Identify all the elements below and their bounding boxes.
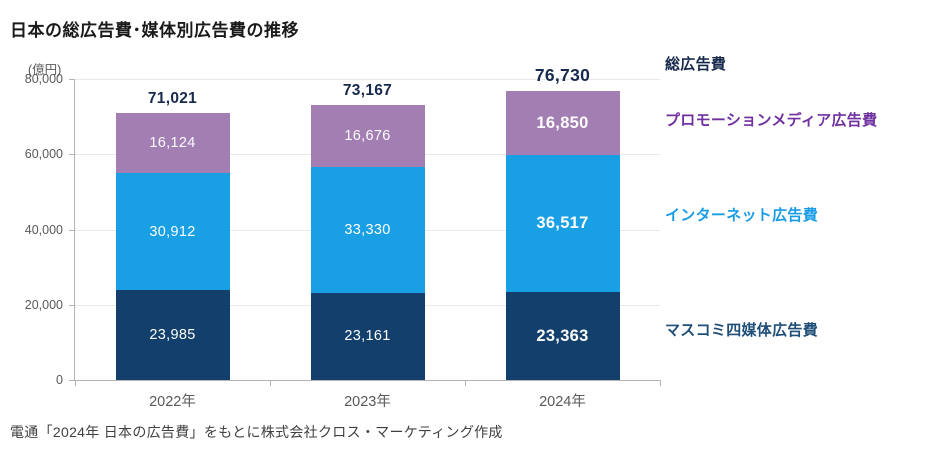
segment-value-label: 33,330 — [344, 222, 391, 239]
segment-value-label: 16,676 — [344, 128, 391, 145]
gridline — [75, 79, 660, 80]
segment-value-label: 30,912 — [149, 223, 196, 240]
x-axis-label: 2022年 — [149, 394, 196, 410]
y-axis-tick — [69, 304, 74, 306]
y-axis-tick — [69, 154, 74, 156]
chart-title: 日本の総広告費･媒体別広告費の推移 — [10, 21, 299, 40]
y-axis-tick-label: 60,000 — [24, 147, 63, 162]
legend-item-promotion-media: プロモーションメディア広告費 — [665, 112, 878, 129]
y-axis-tick-label: 0 — [56, 373, 63, 387]
bar-segment: 23,985 — [115, 289, 230, 380]
bar-segment: 33,330 — [310, 167, 425, 293]
segment-value-label: 16,850 — [536, 113, 589, 132]
y-axis-unit-label: (億円) — [28, 63, 62, 77]
plot-area: 0 20,000 40,000 60,000 80,000 23,985 30,912 16,… — [25, 65, 661, 410]
total-value-label: 76,730 — [534, 65, 591, 86]
y-axis-tick-label: 80,000 — [24, 72, 63, 86]
y-axis-tick — [69, 380, 74, 381]
x-axis-tick — [660, 380, 661, 386]
x-axis-tick — [270, 380, 271, 386]
legend-item-mass-media: マスコミ四媒体広告費 — [665, 322, 819, 339]
bar-segment: 30,912 — [115, 173, 230, 290]
bar-segment: 36,517 — [505, 154, 620, 293]
segment-value-label: 36,517 — [536, 213, 589, 232]
total-value-label: 71,021 — [147, 89, 198, 107]
source-attribution: 電通「2024年 日本の広告費」をもとに株式会社クロス・マーケティング作成 — [10, 424, 503, 440]
segment-value-label: 16,124 — [149, 135, 196, 152]
bar-segment: 16,124 — [115, 112, 230, 174]
segment-value-label: 23,161 — [344, 328, 391, 345]
bar-segment: 16,676 — [310, 104, 425, 168]
legend: 総広告費 プロモーションメディア広告費 インターネット広告費 マスコミ四媒体広告… — [665, 0, 930, 460]
legend-item-total-ad-spend: 総広告費 — [665, 56, 727, 73]
y-axis-tick — [69, 229, 74, 231]
segment-value-label: 23,985 — [149, 326, 196, 343]
bar-segment: 23,363 — [505, 292, 620, 380]
legend-item-internet: インターネット広告費 — [665, 207, 819, 224]
bar-segment: 23,161 — [310, 292, 425, 380]
segment-value-label: 23,363 — [536, 326, 589, 345]
x-axis-label: 2023年 — [344, 394, 391, 410]
y-axis-line — [74, 79, 75, 380]
x-axis-line — [74, 380, 661, 381]
y-axis-tick — [69, 79, 74, 80]
x-axis-tick — [465, 380, 466, 386]
bar-segment: 16,850 — [505, 91, 620, 155]
total-value-label: 73,167 — [342, 81, 393, 99]
y-axis-tick-label: 20,000 — [24, 297, 63, 312]
x-axis-label: 2024年 — [539, 394, 586, 410]
x-axis-tick — [75, 380, 76, 386]
y-axis-tick-label: 40,000 — [24, 222, 63, 237]
